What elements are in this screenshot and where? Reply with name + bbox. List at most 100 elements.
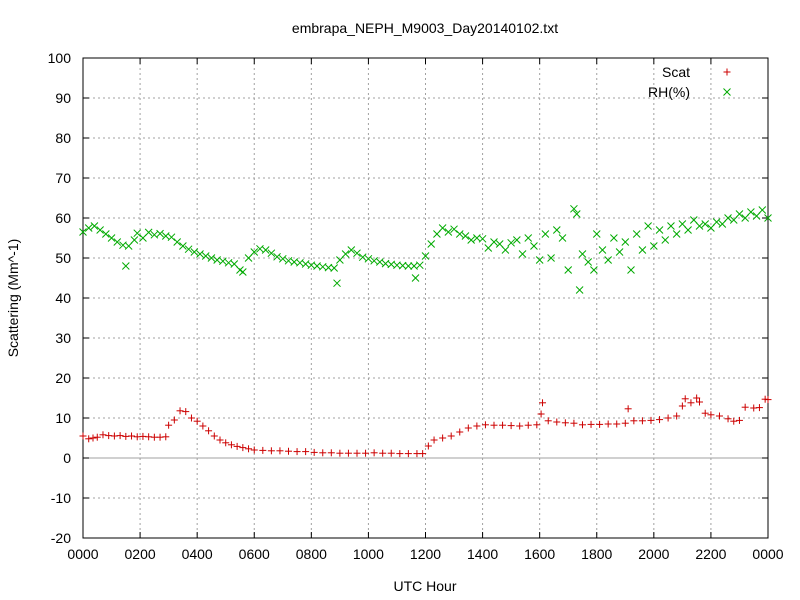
data-point — [79, 432, 87, 440]
data-point — [173, 238, 182, 246]
data-point — [336, 449, 344, 457]
x-tick-label: 1000 — [353, 546, 384, 562]
x-tick-labels: 0000 0200 0400 0600 0800 1000 1200 1400 1600 1800… — [67, 546, 783, 562]
data-point — [730, 417, 738, 425]
data-point — [558, 234, 567, 242]
y-tick-label: 0 — [63, 450, 71, 466]
data-point — [85, 435, 93, 443]
data-point — [341, 250, 350, 258]
data-point — [627, 266, 635, 274]
data-point — [238, 268, 247, 276]
data-point — [456, 428, 464, 436]
data-point — [516, 422, 524, 430]
data-point — [124, 242, 133, 250]
data-point — [411, 274, 420, 282]
data-point — [695, 222, 704, 230]
data-point — [672, 230, 681, 238]
data-point — [444, 228, 453, 236]
data-point — [419, 450, 427, 458]
data-point — [533, 421, 541, 429]
data-point — [310, 448, 318, 456]
data-point — [358, 253, 367, 262]
data-point — [184, 245, 193, 254]
data-point — [495, 240, 504, 248]
data-point — [101, 230, 110, 238]
data-point — [239, 444, 247, 452]
data-point — [278, 254, 287, 263]
data-point — [245, 445, 253, 453]
y-tick-label: -10 — [51, 490, 71, 506]
data-point — [610, 234, 618, 242]
data-point — [553, 418, 561, 426]
data-point — [524, 421, 532, 429]
data-point — [590, 266, 598, 274]
data-point — [729, 216, 738, 224]
y-tick-label: 30 — [55, 330, 71, 346]
data-point — [233, 442, 241, 450]
data-point — [735, 416, 743, 424]
data-point — [330, 264, 339, 272]
data-point — [507, 238, 515, 247]
data-point — [681, 395, 689, 403]
data-point — [196, 250, 204, 258]
x-tick-label: 0800 — [296, 546, 327, 562]
data-point — [333, 279, 341, 288]
data-point — [273, 252, 281, 261]
data-point — [638, 417, 646, 425]
data-point — [552, 226, 561, 234]
data-point — [133, 229, 142, 238]
data-point — [758, 206, 767, 214]
tick-layer — [82, 57, 769, 539]
y-tick-label: 40 — [55, 290, 71, 306]
data-point — [604, 420, 612, 428]
data-point — [250, 446, 258, 454]
data-point — [661, 236, 670, 244]
data-point — [575, 286, 584, 294]
data-point — [424, 442, 432, 450]
data-point — [207, 254, 216, 262]
data-point — [473, 422, 481, 430]
data-point — [267, 447, 275, 455]
y-tick-label: 100 — [48, 50, 72, 66]
data-point — [584, 258, 593, 266]
data-point — [336, 256, 344, 264]
data-point — [578, 421, 586, 429]
data-point — [347, 246, 356, 254]
data-point — [747, 208, 755, 216]
y-tick-label: 50 — [55, 250, 71, 266]
data-point — [530, 242, 538, 250]
data-point — [624, 405, 632, 413]
data-point — [547, 254, 555, 262]
data-point — [481, 421, 489, 429]
data-point — [578, 250, 587, 258]
data-point — [592, 230, 601, 238]
data-point — [219, 257, 227, 266]
data-point — [718, 220, 727, 228]
data-point — [524, 234, 533, 242]
data-point — [678, 402, 686, 410]
data-point — [176, 407, 184, 415]
data-point — [561, 419, 569, 427]
data-point — [613, 420, 621, 428]
grid-layer — [83, 58, 768, 538]
series-rh — [79, 204, 772, 294]
data-point — [537, 410, 545, 418]
data-point — [250, 248, 259, 256]
data-point — [375, 258, 384, 266]
data-point — [447, 432, 455, 440]
data-point — [144, 228, 153, 237]
series-scat — [79, 394, 772, 458]
data-point — [293, 448, 301, 456]
data-point — [259, 446, 267, 454]
chart-title: embrapa_NEPH_M9003_Day20140102.txt — [292, 20, 558, 36]
data-point — [430, 436, 438, 444]
data-point — [630, 417, 638, 425]
data-point — [121, 262, 130, 270]
data-point — [344, 449, 352, 457]
data-point — [89, 434, 97, 442]
x-tick-label: 0600 — [239, 546, 270, 562]
data-point — [570, 419, 578, 427]
data-point — [484, 244, 493, 252]
data-point — [261, 246, 270, 254]
data-point — [276, 447, 284, 455]
